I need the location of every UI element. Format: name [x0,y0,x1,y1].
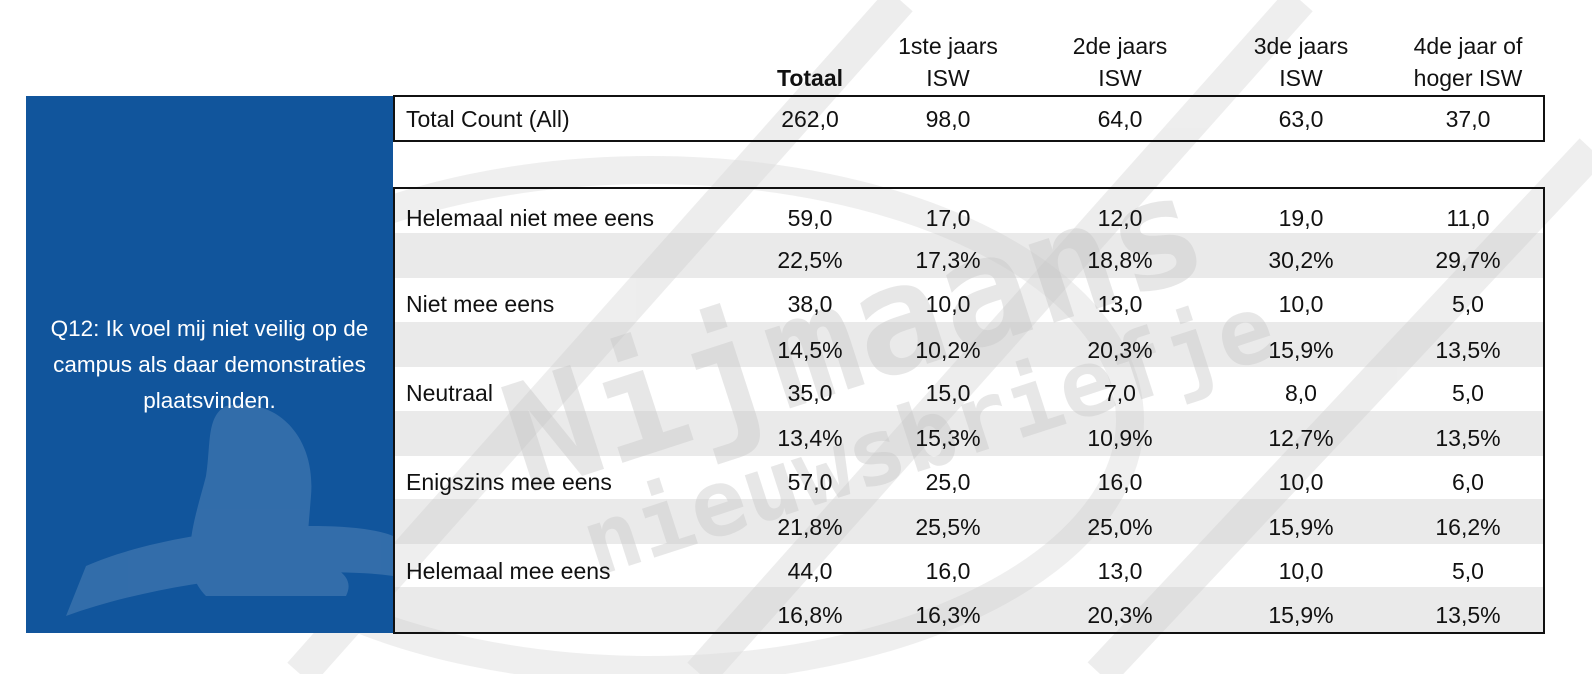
cell-1ste-jaars: 25,5% [915,514,981,540]
row-stripe [395,587,1543,632]
cell-3de-jaars: 10,0 [1278,291,1324,317]
row-label: Enigszins mee eens [406,469,612,495]
cell-3de-jaars: 10,0 [1278,469,1324,495]
cell-2de-jaars: 20,3% [1087,337,1153,363]
count-row: Enigszins mee eens 57,0 25,0 16,0 10,0 6… [395,460,1543,504]
cell-totaal: 38,0 [787,291,833,317]
count-row: Neutraal 35,0 15,0 7,0 8,0 5,0 [395,371,1543,415]
cell-2de-jaars: 16,0 [1097,469,1143,495]
cell-2de-jaars: 20,3% [1087,602,1153,628]
cell-3de-jaars: 12,7% [1268,425,1334,451]
total-count-row: Total Count (All) 262,0 98,0 64,0 63,0 3… [395,97,1543,141]
cell-2de-jaars: 13,0 [1097,291,1143,317]
column-header-4de-jaar: 4de jaar of hoger ISW [1413,33,1523,91]
cell-4de-jaar: 29,7% [1435,247,1501,273]
cell-1ste-jaars: 16,0 [925,558,971,584]
cell-3de-jaars: 15,9% [1268,514,1334,540]
question-panel: Q12: Ik voel mij niet veilig op de campu… [26,96,393,633]
cell-totaal: 22,5% [777,247,843,273]
cell-totaal: 14,5% [777,337,843,363]
cell-4de-jaar: 6,0 [1452,469,1484,495]
cell-totaal: 13,4% [777,425,843,451]
cell-2de-jaars: 18,8% [1087,247,1153,273]
total-count-box [393,95,1545,142]
cell-2de-jaars: 7,0 [1104,380,1136,406]
cell-3de-jaars: 63,0 [1278,106,1324,132]
cell-1ste-jaars: 10,2% [915,337,981,363]
percent-row: 21,8% 25,5% 25,0% 15,9% 16,2% [395,505,1543,549]
cell-1ste-jaars: 25,0 [925,469,971,495]
cell-3de-jaars: 15,9% [1268,337,1334,363]
row-label: Helemaal mee eens [406,558,611,584]
panel-figure-graphic [66,404,393,616]
cell-4de-jaar: 11,0 [1446,205,1490,231]
row-label: Neutraal [406,380,493,406]
count-row: Helemaal niet mee eens 59,0 17,0 12,0 19… [395,196,1543,240]
row-label: Helemaal niet mee eens [406,205,655,231]
percent-row: 22,5% 17,3% 18,8% 30,2% 29,7% [395,238,1543,282]
cell-1ste-jaars: 15,3% [915,425,981,451]
cell-3de-jaars: 15,9% [1268,602,1334,628]
row-label: Niet mee eens [406,291,555,317]
percent-row: 14,5% 10,2% 20,3% 15,9% 13,5% [395,328,1543,372]
cell-totaal: 16,8% [777,602,843,628]
row-stripe [395,499,1543,544]
cell-2de-jaars: 25,0% [1087,514,1153,540]
cell-3de-jaars: 10,0 [1278,558,1324,584]
cell-2de-jaars: 64,0 [1097,106,1143,132]
cell-totaal: 59,0 [787,205,833,231]
cell-totaal: 21,8% [777,514,843,540]
column-header-3de-jaars: 3de jaars ISW [1253,33,1349,91]
column-header-totaal: Totaal [776,65,844,91]
cell-4de-jaar: 16,2% [1435,514,1501,540]
cell-2de-jaars: 10,9% [1087,425,1153,451]
cell-1ste-jaars: 17,0 [925,205,971,231]
percent-row: 16,8% 16,3% 20,3% 15,9% 13,5% [395,593,1543,637]
row-stripe [395,411,1543,456]
cell-totaal: 44,0 [787,558,833,584]
cell-totaal: 262,0 [781,106,839,132]
responses-box [393,187,1545,634]
cell-totaal: 57,0 [787,469,833,495]
count-row: Helemaal mee eens 44,0 16,0 13,0 10,0 5,… [395,549,1543,593]
cell-3de-jaars: 30,2% [1268,247,1334,273]
cell-1ste-jaars: 16,3% [915,602,981,628]
percent-row: 13,4% 15,3% 10,9% 12,7% 13,5% [395,416,1543,460]
cell-4de-jaar: 13,5% [1435,425,1501,451]
count-row: Niet mee eens 38,0 10,0 13,0 10,0 5,0 [395,282,1543,326]
cell-4de-jaar: 5,0 [1452,558,1484,584]
cell-4de-jaar: 37,0 [1445,106,1491,132]
cell-4de-jaar: 5,0 [1452,380,1484,406]
cell-3de-jaars: 19,0 [1278,205,1324,231]
cell-1ste-jaars: 15,0 [925,380,971,406]
cell-2de-jaars: 13,0 [1097,558,1143,584]
cell-4de-jaar: 5,0 [1452,291,1484,317]
cell-totaal: 35,0 [787,380,833,406]
cell-1ste-jaars: 17,3% [915,247,981,273]
cell-4de-jaar: 13,5% [1435,602,1501,628]
cell-3de-jaars: 8,0 [1285,380,1317,406]
cell-1ste-jaars: 10,0 [925,291,971,317]
row-stripe [395,233,1543,278]
column-header-2de-jaars: 2de jaars ISW [1072,33,1168,91]
question-text: Q12: Ik voel mij niet veilig op de campu… [50,315,369,413]
column-header-1ste-jaars: 1ste jaars ISW [898,33,998,91]
cell-1ste-jaars: 98,0 [925,106,971,132]
row-stripe [395,322,1543,367]
cell-2de-jaars: 12,0 [1097,205,1143,231]
cell-4de-jaar: 13,5% [1435,337,1501,363]
row-label: Total Count (All) [406,106,570,132]
